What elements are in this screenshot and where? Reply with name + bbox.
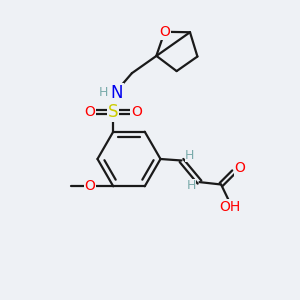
Text: H: H — [99, 86, 108, 99]
Text: O: O — [159, 25, 170, 39]
Text: S: S — [108, 103, 119, 121]
Text: O: O — [84, 179, 95, 193]
Text: O: O — [234, 161, 245, 175]
Text: O: O — [131, 105, 142, 119]
Text: O: O — [85, 105, 96, 119]
Text: H: H — [185, 148, 195, 162]
Text: H: H — [186, 179, 196, 192]
Text: OH: OH — [220, 200, 241, 214]
Text: N: N — [111, 84, 123, 102]
